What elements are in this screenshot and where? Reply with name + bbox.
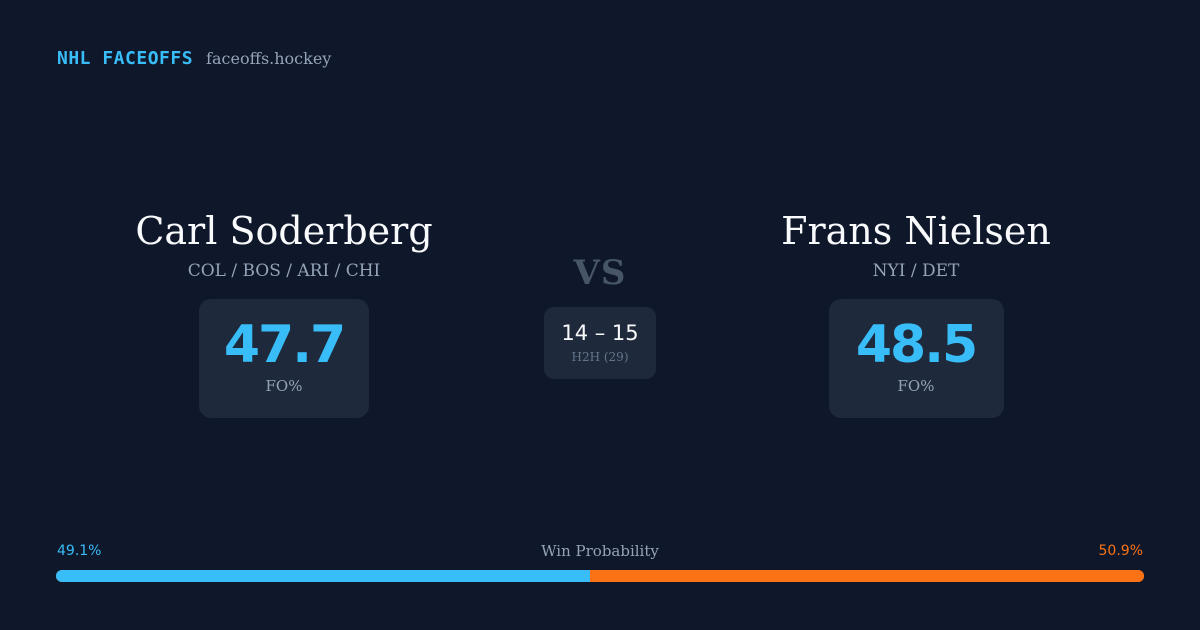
player-left-name[interactable]: Carl Soderberg <box>135 209 433 253</box>
player-left-teams: COL / BOS / ARI / CHI <box>187 261 381 281</box>
player-left-panel: Carl Soderberg COL / BOS / ARI / CHI 47.… <box>134 205 434 418</box>
player-right-stat-card: 48.5 FO% <box>828 299 1004 418</box>
player-left-stat-card: 47.7 FO% <box>199 299 369 418</box>
win-prob-left-pct: 49.1% <box>57 543 102 559</box>
h2h-label: H2H (29) <box>571 350 629 364</box>
win-prob-bar <box>56 570 1144 582</box>
brand-title: NHL FACEOFFS <box>57 48 194 69</box>
player-right-panel: Frans Nielsen NYI / DET 48.5 FO% <box>766 205 1066 418</box>
player-left-fo-pct: 47.7 <box>223 315 346 375</box>
win-prob-fill-left <box>56 570 591 582</box>
vs-label: VS <box>573 253 627 293</box>
win-prob-right-pct: 50.9% <box>1098 543 1143 559</box>
player-right-fo-pct: 48.5 <box>855 315 978 375</box>
h2h-score: 14 – 15 <box>561 321 639 345</box>
player-right-name[interactable]: Frans Nielsen <box>781 209 1051 253</box>
brand-header: NHL FACEOFFS faceoffs.hockey <box>57 48 331 69</box>
h2h-card: 14 – 15 H2H (29) <box>544 307 656 379</box>
player-right-fo-label: FO% <box>897 377 935 395</box>
win-prob-fill-right <box>590 570 1144 582</box>
player-left-fo-label: FO% <box>265 377 303 395</box>
player-right-teams: NYI / DET <box>872 261 960 281</box>
win-prob-title: Win Probability <box>541 542 659 560</box>
brand-site-link[interactable]: faceoffs.hockey <box>206 49 332 68</box>
